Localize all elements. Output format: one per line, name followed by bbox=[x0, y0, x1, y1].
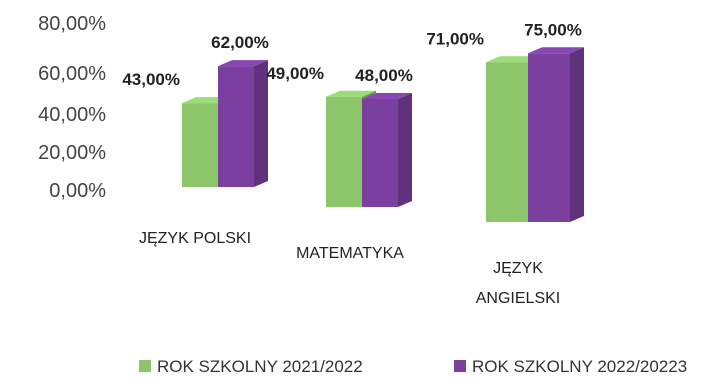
legend-swatch bbox=[139, 360, 151, 372]
y-tick-label: 0,00% bbox=[49, 180, 106, 202]
category-label: MATEMATYKA bbox=[296, 245, 404, 262]
category-label: JĘZYK POLSKI bbox=[139, 230, 251, 247]
data-label: 49,00% bbox=[266, 64, 324, 83]
bar-side bbox=[570, 47, 584, 222]
y-tick-label: 80,00% bbox=[38, 13, 106, 35]
bar-side bbox=[254, 60, 268, 187]
y-tick-label: 20,00% bbox=[38, 142, 106, 164]
data-label: 75,00% bbox=[524, 20, 582, 39]
bar bbox=[362, 93, 412, 207]
data-label: 62,00% bbox=[211, 33, 269, 52]
category-label: JĘZYK bbox=[493, 260, 543, 277]
data-labels: 43,00% 62,00% 49,00% 48,00% 71,00% 75,00% bbox=[122, 20, 582, 89]
bar-top bbox=[326, 90, 376, 97]
bar-front bbox=[218, 66, 254, 187]
y-tick-label: 40,00% bbox=[38, 104, 106, 126]
y-axis-ticks: 80,00% 60,00% 40,00% 20,00% 0,00% bbox=[38, 13, 106, 202]
bar bbox=[218, 60, 268, 187]
bar-top bbox=[528, 47, 584, 54]
y-tick-label: 60,00% bbox=[38, 63, 106, 85]
bar bbox=[528, 47, 584, 222]
bar-front bbox=[182, 103, 218, 187]
legend-swatch bbox=[454, 360, 466, 372]
bar-side bbox=[398, 93, 412, 207]
bars bbox=[182, 47, 584, 222]
category-label: ANGIELSKI bbox=[476, 290, 560, 307]
data-label: 48,00% bbox=[355, 66, 413, 85]
bar-front bbox=[326, 96, 362, 207]
data-label: 71,00% bbox=[426, 29, 484, 48]
bar-front bbox=[362, 99, 398, 207]
legend-label: ROK SZKOLNY 2021/2022 bbox=[157, 357, 363, 376]
bar-top bbox=[362, 93, 412, 99]
data-label: 43,00% bbox=[122, 70, 180, 89]
bar-top bbox=[218, 60, 268, 67]
bar-front bbox=[528, 53, 570, 222]
bar-front bbox=[486, 62, 528, 222]
legend: ROK SZKOLNY 2021/2022 ROK SZKOLNY 2022/20… bbox=[139, 357, 687, 376]
legend-label: ROK SZKOLNY 2022/20223 bbox=[472, 357, 687, 376]
category-labels: JĘZYK POLSKI MATEMATYKA JĘZYK ANGIELSKI bbox=[139, 230, 560, 307]
